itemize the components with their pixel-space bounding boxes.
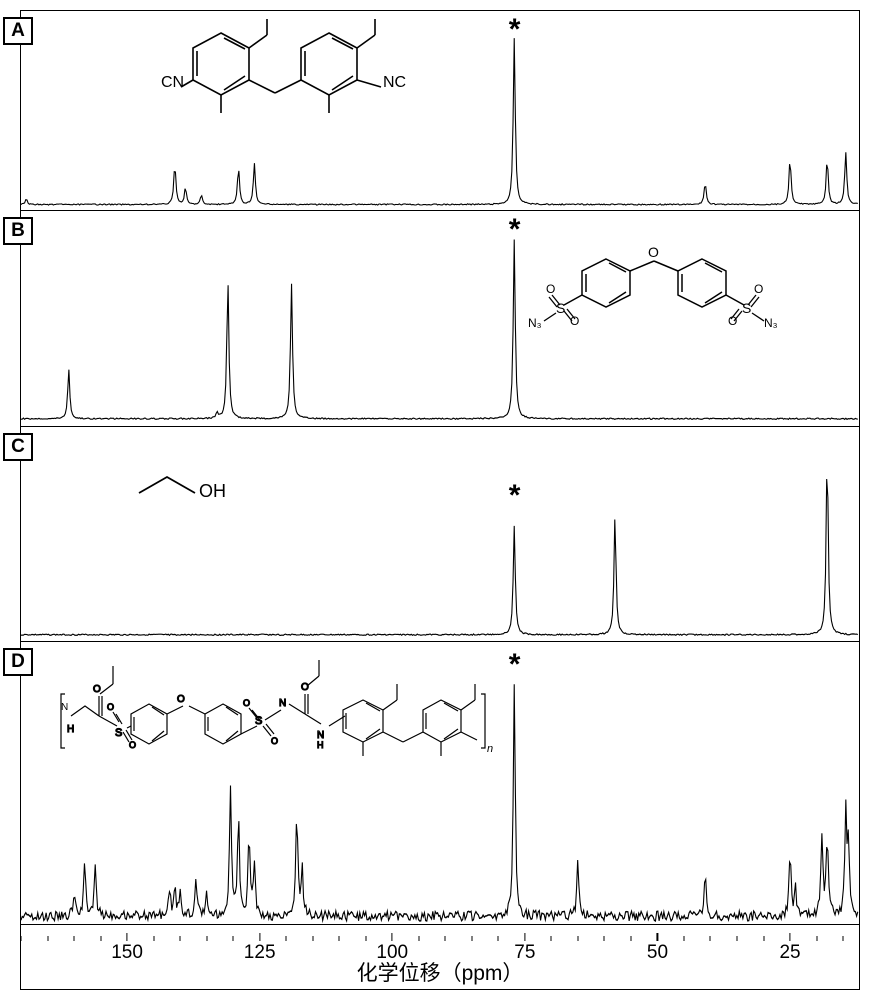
tick-label: 150 [111,942,143,964]
spectrum-a [21,11,859,210]
panel-b: B * O S N₃ O O [21,211,859,426]
svg-text:OH: OH [199,481,226,501]
svg-text:NC: NC [383,74,406,91]
panel-label-b: B [3,217,33,245]
svg-text:O: O [93,684,101,695]
svg-text:O: O [648,244,659,260]
svg-text:CN: CN [161,74,184,91]
panel-d: D * H O S OO O [21,642,859,926]
solvent-asterisk-a: * [509,13,521,47]
svg-text:O: O [271,736,278,746]
svg-text:N₃: N₃ [528,316,542,329]
svg-text:O: O [301,682,309,693]
svg-text:O: O [177,694,185,705]
svg-text:H: H [317,740,324,750]
panel-label-a: A [3,17,33,45]
tick-label: 25 [779,942,800,964]
tick-label: 125 [244,942,276,964]
svg-text:N: N [279,698,286,709]
spectrum-c [21,427,859,641]
svg-text:O: O [243,698,250,708]
x-axis: 150125100755025 化学位移（ppm） [21,925,859,989]
svg-text:N: N [61,702,68,713]
svg-text:O: O [107,702,114,712]
structure-b: O S N₃ O O S N₃ O O [526,229,846,329]
panel-c: C * OH [21,427,859,642]
x-axis-label: 化学位移（ppm） [357,957,524,987]
panel-label-d: D [3,648,33,676]
structure-a: CN NC [151,13,431,128]
svg-text:N₃: N₃ [764,316,778,329]
svg-text:O: O [129,740,136,750]
structure-c: OH [131,465,281,509]
panel-a: A * [21,11,859,211]
solvent-asterisk-b: * [509,213,521,247]
svg-text:n: n [487,743,493,755]
solvent-asterisk-d: * [509,648,521,682]
panel-label-c: C [3,433,33,461]
tick-label: 50 [647,942,668,964]
svg-text:H: H [67,724,74,735]
svg-text:S: S [115,727,122,739]
nmr-figure: A * [20,10,860,990]
svg-text:O: O [546,282,555,296]
svg-text:O: O [754,282,763,296]
solvent-asterisk-c: * [509,479,521,513]
structure-d: H O S OO O S [57,644,557,762]
